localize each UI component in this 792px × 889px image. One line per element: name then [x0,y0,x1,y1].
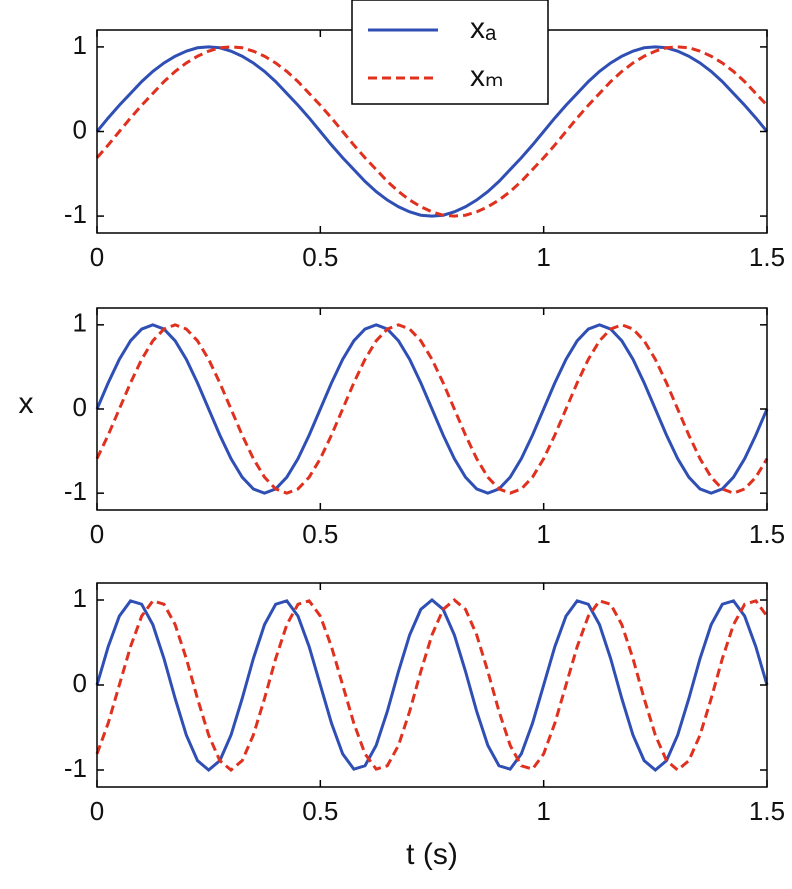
x-tick-label: 1.5 [749,796,785,826]
data-line [95,45,769,218]
x-tick-label: 1 [536,242,550,272]
data-line [95,598,769,772]
x-tick-label: 0.5 [302,796,338,826]
y-tick-label: 0 [73,668,87,698]
x-tick-label: 0 [90,796,104,826]
legend-label: xₘ [470,60,504,93]
x-tick-label: 0 [90,519,104,549]
x-axis-label: t (s) [406,838,458,871]
x-tick-label: 1 [536,796,550,826]
axes-frame [96,582,768,788]
y-tick-label: 0 [73,114,87,144]
data-line [95,323,769,495]
x-tick-label: 0.5 [302,519,338,549]
y-axis-label: x [19,387,34,420]
y-tick-label: 1 [73,308,87,338]
data-line [95,598,769,772]
y-tick-label: -1 [64,753,87,783]
y-tick-label: -1 [64,199,87,229]
x-tick-label: 1.5 [749,519,785,549]
x-tick-label: 0.5 [302,242,338,272]
legend-box [351,0,549,105]
y-tick-label: 1 [73,30,87,60]
x-tick-label: 1.5 [749,242,785,272]
x-tick-label: 1 [536,519,550,549]
data-line [95,323,769,495]
y-tick-label: -1 [64,476,87,506]
data-line [95,45,769,218]
y-tick-label: 1 [73,583,87,613]
legend-label: xₐ [470,12,497,45]
y-tick-label: 0 [73,392,87,422]
x-tick-label: 0 [90,242,104,272]
